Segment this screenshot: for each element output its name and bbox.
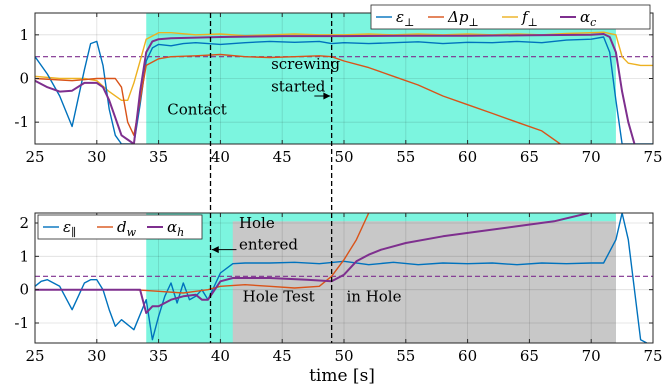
x-tick-label: 65 [520, 148, 539, 166]
annotation: entered [239, 236, 298, 254]
y-tick-label: 2 [19, 214, 29, 232]
series-line-2 [35, 213, 589, 314]
legend-entry-1: dw [117, 218, 137, 239]
x-tick-label: 55 [396, 347, 415, 365]
upper-plot: 25 30 35 40 45 50 55 60 65 70 75 -1 0 1 Contact screwin… [14, 4, 663, 166]
legend-entry-0: ε∥ [63, 218, 76, 239]
y-tick-label: 0 [19, 281, 29, 299]
legend-entry-3: αc [580, 8, 596, 29]
x-tick-label: 30 [87, 347, 106, 365]
x-tick-label: 25 [25, 148, 44, 166]
annotation: Contact [167, 100, 227, 118]
x-tick-label: 50 [334, 148, 353, 166]
x-tick-label: 60 [458, 148, 477, 166]
legend-entry-2: f⊥ [521, 8, 538, 29]
x-tick-label: 25 [25, 347, 44, 365]
series-line-2 [35, 31, 653, 101]
x-tick-label: 40 [211, 148, 230, 166]
y-tick-label: 1 [19, 247, 29, 265]
x-axis-label: time [s] [309, 366, 375, 386]
x-tick-label: 70 [582, 347, 601, 365]
annotation: in Hole [346, 287, 401, 305]
x-tick-label: 45 [273, 347, 292, 365]
x-tick-label: 35 [149, 347, 168, 365]
x-tick-label: 60 [458, 347, 477, 365]
x-tick-label: 35 [149, 148, 168, 166]
arrow-head [211, 246, 219, 254]
annotation: Hole [239, 214, 275, 232]
legend-entry-0: ε⊥ [396, 8, 414, 29]
x-tick-label: 30 [87, 148, 106, 166]
legend: ε⊥ Δp⊥ f⊥ αc [370, 4, 651, 30]
x-tick-label: 45 [273, 148, 292, 166]
series-line-1 [35, 53, 561, 144]
x-tick-label: 40 [211, 347, 230, 365]
x-tick-label: 65 [520, 347, 539, 365]
annotation: screwing [271, 55, 340, 73]
legend-entry-1: Δp⊥ [447, 8, 479, 29]
annotation: started [271, 78, 326, 96]
series-line-3 [35, 33, 636, 144]
x-tick-label: 75 [643, 347, 662, 365]
y-tick-label: -1 [14, 314, 29, 332]
x-tick-label: 55 [396, 148, 415, 166]
x-tick-label: 50 [334, 347, 353, 365]
event-markers [209, 13, 333, 343]
y-tick-label: -1 [14, 113, 29, 131]
y-tick-label: 1 [19, 26, 29, 44]
annotation: Hole Test [243, 287, 315, 305]
x-tick-label: 70 [582, 148, 601, 166]
legend: ε∥ dw αh [37, 214, 203, 240]
shaded-region-2 [306, 221, 616, 343]
y-tick-label: 0 [19, 70, 29, 88]
series-line-0 [35, 36, 653, 144]
lower-plot: 25 30 35 40 45 50 55 60 65 70 75 -1 0 1 2 Hole entered Ho… [14, 212, 663, 365]
arrow-head [323, 92, 331, 100]
series-line-1 [35, 213, 370, 294]
x-tick-label: 75 [643, 148, 662, 166]
legend-entry-2: αh [167, 218, 184, 239]
